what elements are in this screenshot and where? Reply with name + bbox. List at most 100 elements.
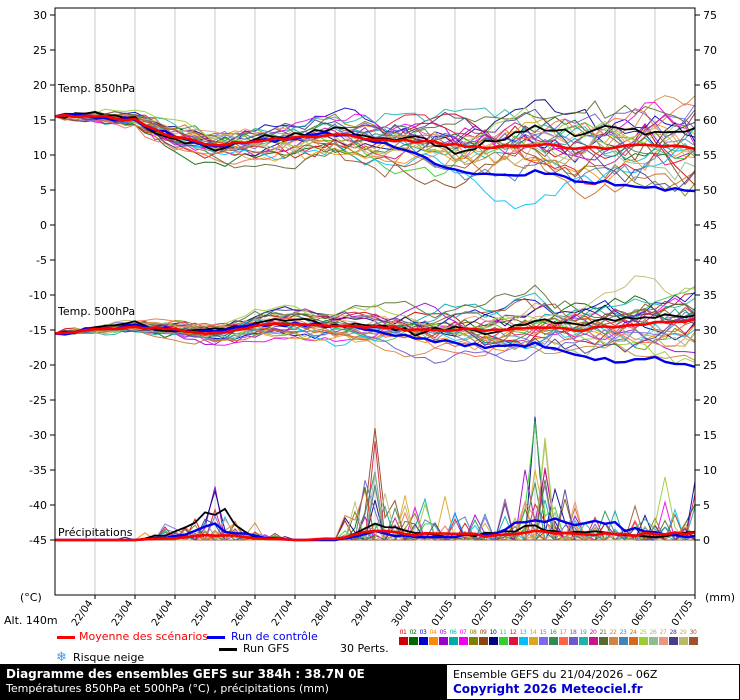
svg-text:05/05: 05/05 [590, 598, 616, 628]
svg-text:45: 45 [703, 219, 717, 232]
pert-member-number: 04 [429, 629, 437, 636]
pert-member-07: 07 [458, 629, 468, 645]
svg-text:07/05: 07/05 [670, 598, 696, 628]
svg-text:25/04: 25/04 [190, 598, 216, 628]
pert-member-26: 26 [648, 629, 658, 645]
pert-member-21: 21 [598, 629, 608, 645]
pert-member-swatch [468, 637, 478, 645]
svg-text:10: 10 [33, 149, 47, 162]
svg-text:30/04: 30/04 [390, 598, 416, 628]
svg-text:-45: -45 [29, 534, 47, 547]
pert-member-19: 19 [578, 629, 588, 645]
pert-member-number: 21 [599, 629, 607, 636]
panel-labels: Temp. 850hPa Temp. 500hPa Précipitations [57, 82, 135, 539]
pert-member-swatch [588, 637, 598, 645]
svg-text:20: 20 [703, 394, 717, 407]
svg-text:-10: -10 [29, 289, 47, 302]
svg-text:Temp. 500hPa: Temp. 500hPa [57, 305, 135, 318]
pert-member-number: 23 [619, 629, 627, 636]
svg-text:-5: -5 [36, 254, 47, 267]
pert-member-18: 18 [568, 629, 578, 645]
left-axis-unit: (°C) [20, 591, 42, 604]
svg-text:Précipitations: Précipitations [58, 526, 133, 539]
pert-member-swatch [638, 637, 648, 645]
pert-member-swatch [408, 637, 418, 645]
svg-text:25: 25 [33, 44, 47, 57]
svg-text:5: 5 [40, 184, 47, 197]
svg-text:-25: -25 [29, 394, 47, 407]
legend-mean-label: Moyenne des scénarios [79, 630, 208, 643]
right-axis-unit: (mm) [705, 591, 735, 604]
svg-text:04/05: 04/05 [550, 598, 576, 628]
chart-subtitle: Températures 850hPa et 500hPa (°C) , pré… [6, 682, 329, 695]
svg-text:0: 0 [703, 534, 710, 547]
svg-text:27/04: 27/04 [270, 598, 296, 628]
svg-text:01/05: 01/05 [430, 598, 456, 628]
altitude-label: Alt. 140m [4, 614, 58, 627]
pert-member-number: 12 [509, 629, 517, 636]
snowflake-icon: ❄ [56, 650, 67, 665]
legend-gfs-label: Run GFS [243, 642, 290, 655]
pert-member-number: 13 [519, 629, 527, 636]
svg-text:40: 40 [703, 254, 717, 267]
pert-member-number: 27 [659, 629, 667, 636]
pert-member-swatch [488, 637, 498, 645]
svg-text:29/04: 29/04 [350, 598, 376, 628]
pert-member-swatch [628, 637, 638, 645]
pert-member-24: 24 [628, 629, 638, 645]
perts-count-label: 30 Perts. [340, 642, 389, 655]
svg-text:-15: -15 [29, 324, 47, 337]
pert-member-swatch [418, 637, 428, 645]
pert-member-swatch [608, 637, 618, 645]
footer-bar: Diagramme des ensembles GEFS sur 384h : … [0, 664, 740, 700]
svg-text:24/04: 24/04 [150, 598, 176, 628]
pert-member-14: 14 [528, 629, 538, 645]
svg-text:70: 70 [703, 44, 717, 57]
svg-text:22/04: 22/04 [70, 598, 96, 628]
svg-text:02/05: 02/05 [470, 598, 496, 628]
pert-member-number: 09 [479, 629, 487, 636]
pert-member-number: 19 [579, 629, 587, 636]
pert-member-number: 22 [609, 629, 617, 636]
svg-text:5: 5 [703, 499, 710, 512]
pert-member-swatch [428, 637, 438, 645]
svg-text:50: 50 [703, 184, 717, 197]
pert-member-swatch [538, 637, 548, 645]
pert-member-number: 08 [469, 629, 477, 636]
pert-member-swatch [558, 637, 568, 645]
pert-member-number: 14 [529, 629, 537, 636]
pert-member-number: 06 [449, 629, 457, 636]
pert-member-swatch [508, 637, 518, 645]
pert-member-number: 25 [639, 629, 647, 636]
pert-member-06: 06 [448, 629, 458, 645]
svg-text:-40: -40 [29, 499, 47, 512]
svg-text:23/04: 23/04 [110, 598, 136, 628]
pert-member-number: 10 [489, 629, 497, 636]
svg-text:15: 15 [33, 114, 47, 127]
pert-member-17: 17 [558, 629, 568, 645]
pert-member-swatch [568, 637, 578, 645]
pert-member-swatch [668, 637, 678, 645]
pert-member-02: 02 [408, 629, 418, 645]
pert-member-11: 11 [498, 629, 508, 645]
svg-text:30: 30 [33, 9, 47, 22]
svg-text:03/05: 03/05 [510, 598, 536, 628]
svg-text:Temp. 850hPa: Temp. 850hPa [57, 82, 135, 95]
run-info: Ensemble GEFS du 21/04/2026 – 06Z [453, 668, 658, 681]
pert-member-number: 11 [499, 629, 507, 636]
pert-member-29: 29 [678, 629, 688, 645]
svg-text:35: 35 [703, 289, 717, 302]
pert-member-09: 09 [478, 629, 488, 645]
svg-text:26/04: 26/04 [230, 598, 256, 628]
pert-member-23: 23 [618, 629, 628, 645]
pert-member-28: 28 [668, 629, 678, 645]
svg-text:10: 10 [703, 464, 717, 477]
pert-member-08: 08 [468, 629, 478, 645]
svg-text:65: 65 [703, 79, 717, 92]
pert-member-number: 28 [669, 629, 677, 636]
pert-member-swatch [678, 637, 688, 645]
perturbation-members-grid: 01 02 03 04 05 06 07 08 09 10 11 12 13 14 15 16 17 18 19 20… [398, 629, 702, 645]
pert-member-swatch [398, 637, 408, 645]
pert-member-swatch [548, 637, 558, 645]
